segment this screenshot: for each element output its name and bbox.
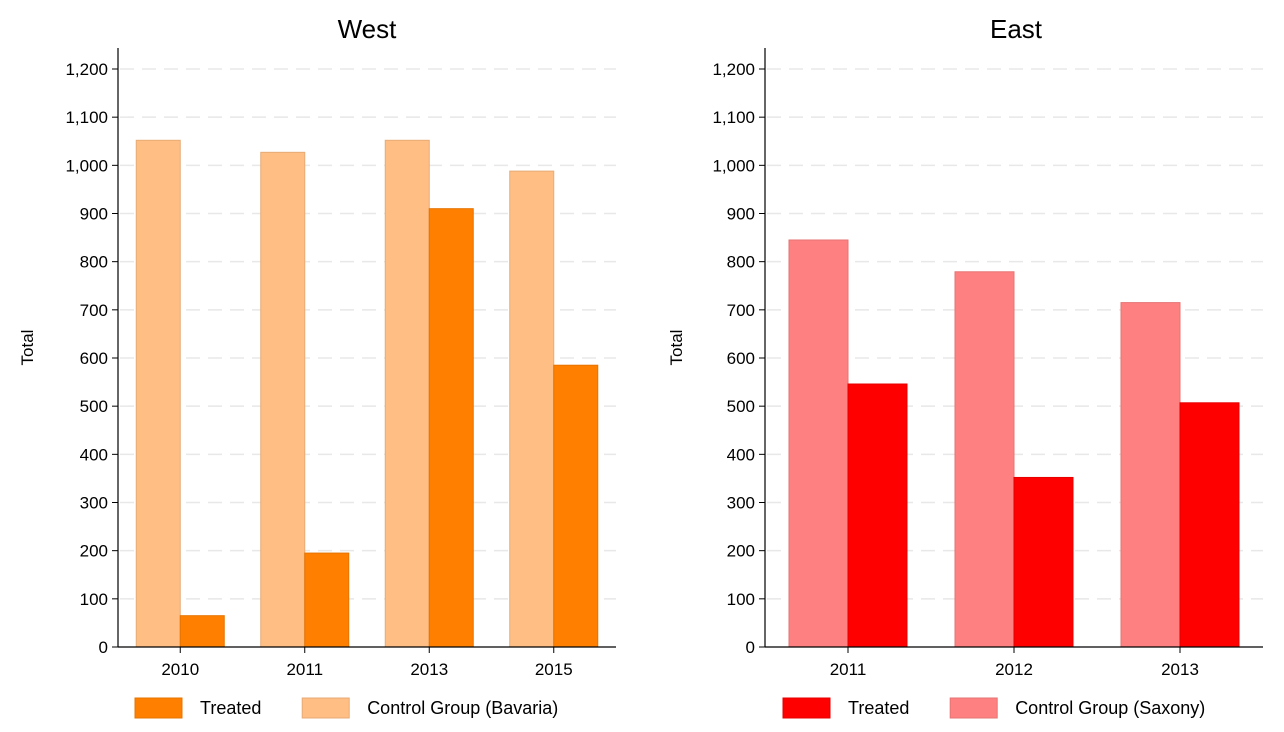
bar-control-2011: [260, 151, 306, 648]
x-tick-label: 2010: [161, 660, 199, 679]
bar-control-2015: [509, 170, 555, 648]
bar-control-2013: [384, 139, 430, 648]
y-axis-label: Total: [18, 330, 37, 366]
y-tick-label: 500: [727, 397, 755, 416]
y-tick-label: 1,200: [712, 60, 755, 79]
y-tick-label: 1,000: [65, 156, 108, 175]
bar-control-2012: [954, 271, 1015, 648]
x-tick-label: 2013: [1161, 660, 1199, 679]
y-tick-label: 0: [99, 638, 108, 657]
y-tick-label: 600: [80, 349, 108, 368]
chart-title: West: [338, 14, 398, 44]
x-tick-label: 2011: [286, 660, 323, 679]
bar-control-2010: [135, 139, 181, 648]
y-tick-label: 700: [727, 301, 755, 320]
chart-title: East: [990, 14, 1043, 44]
y-tick-label: 900: [80, 205, 108, 224]
y-tick-label: 500: [80, 397, 108, 416]
y-tick-label: 0: [746, 638, 755, 657]
y-tick-label: 400: [727, 445, 755, 464]
x-tick-label: 2013: [410, 660, 448, 679]
legend-swatch: [782, 697, 831, 719]
y-tick-label: 200: [80, 542, 108, 561]
legend-swatch: [949, 697, 998, 719]
bar-treated-2011: [847, 383, 908, 648]
y-tick-label: 1,200: [65, 60, 108, 79]
chart-panel-west: West Total 0 100 200 300 400 500 600 700 800 900 1,0…: [18, 14, 616, 719]
legend-label: Treated: [200, 698, 261, 718]
bar-treated-2013: [428, 208, 474, 648]
x-tick-label: 2012: [995, 660, 1033, 679]
y-tick-label: 600: [727, 349, 755, 368]
y-tick-label: 700: [80, 301, 108, 320]
x-tick-label: 2011: [830, 660, 867, 679]
legend-label: Control Group (Saxony): [1015, 698, 1205, 718]
y-tick-label: 800: [80, 253, 108, 272]
y-tick-label: 300: [727, 494, 755, 513]
legend-label: Treated: [848, 698, 909, 718]
legend: Treated Control Group (Bavaria): [134, 697, 558, 719]
y-tick-label: 1,000: [712, 156, 755, 175]
bar-treated-2010: [179, 615, 225, 648]
y-tick-label: 1,100: [712, 108, 755, 127]
legend-label: Control Group (Bavaria): [367, 698, 558, 718]
y-tick-label: 400: [80, 445, 108, 464]
y-tick-label: 200: [727, 542, 755, 561]
bar-control-2011: [788, 239, 849, 648]
bar-treated-2012: [1013, 476, 1074, 648]
bar-treated-2011: [304, 552, 350, 648]
chart-panel-east: East Total 0 100 200 300 400 500 600 700 800 900 1,0…: [667, 14, 1263, 719]
bar-treated-2013: [1179, 402, 1240, 648]
y-tick-label: 300: [80, 494, 108, 513]
y-axis-label: Total: [667, 330, 686, 366]
y-tick-label: 800: [727, 253, 755, 272]
y-tick-label: 900: [727, 205, 755, 224]
legend: Treated Control Group (Saxony): [782, 697, 1205, 719]
legend-swatch: [301, 697, 350, 719]
y-tick-label: 1,100: [65, 108, 108, 127]
bar-treated-2015: [553, 364, 599, 648]
bar-control-2013: [1120, 302, 1181, 648]
x-tick-label: 2015: [535, 660, 573, 679]
y-tick-label: 100: [727, 590, 755, 609]
legend-swatch: [134, 697, 183, 719]
y-tick-label: 100: [80, 590, 108, 609]
